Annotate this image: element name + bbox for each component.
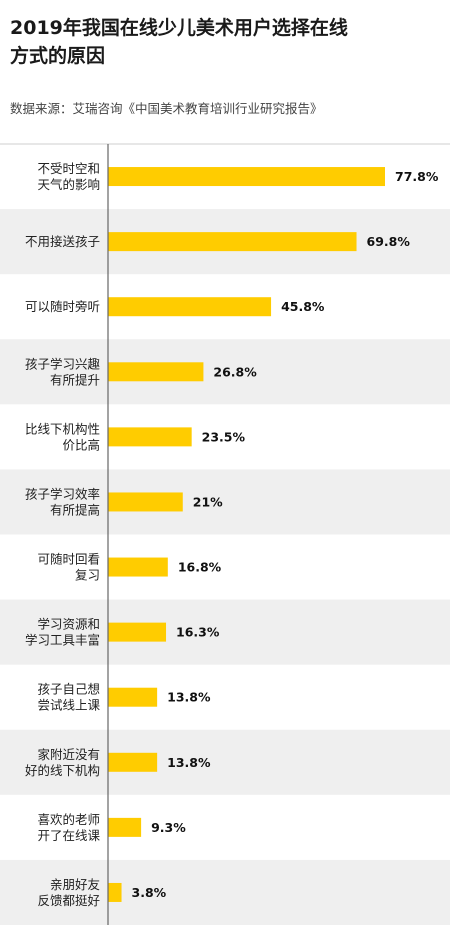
- category-label: 家附近没有好的线下机构: [25, 747, 100, 778]
- value-label: 23.5%: [202, 429, 246, 444]
- category-label: 比线下机构性价比高: [25, 421, 100, 452]
- category-label-line: 家附近没有: [37, 747, 100, 762]
- category-label-line: 复习: [75, 568, 100, 583]
- category-label-line: 学习工具丰富: [25, 633, 100, 648]
- category-label-line: 不受时空和: [37, 161, 100, 176]
- chart-title: 2019年我国在线少儿美术用户选择在线 方式的原因: [10, 14, 430, 70]
- category-label-line: 价比高: [62, 437, 100, 452]
- value-label: 16.8%: [178, 560, 222, 575]
- bar: [108, 687, 158, 707]
- row-stripe: [0, 599, 450, 665]
- category-label-line: 有所提升: [50, 372, 100, 387]
- bar: [108, 167, 385, 187]
- title-line-1: 2019年我国在线少儿美术用户选择在线: [10, 17, 348, 39]
- value-label: 13.8%: [167, 755, 211, 770]
- row-stripe: [0, 469, 450, 535]
- bar: [108, 557, 168, 577]
- category-label-line: 孩子学习效率: [25, 486, 100, 501]
- bar: [108, 362, 204, 382]
- category-label-line: 开了在线课: [37, 828, 100, 843]
- value-label: 77.8%: [395, 169, 439, 184]
- value-label: 69.8%: [367, 234, 411, 249]
- category-label-line: 可以随时旁听: [25, 299, 100, 314]
- value-label: 13.8%: [167, 690, 211, 705]
- category-label-line: 孩子自己想: [37, 682, 100, 697]
- bar: [108, 492, 183, 512]
- row-stripe: [0, 729, 450, 795]
- category-label: 喜欢的老师开了在线课: [37, 812, 100, 843]
- category-label-line: 好的线下机构: [25, 763, 100, 778]
- category-label: 孩子自己想尝试线上课: [37, 682, 100, 713]
- category-label-line: 有所提高: [50, 502, 100, 517]
- category-label-line: 孩子学习兴趣: [25, 356, 101, 371]
- bar: [108, 752, 158, 772]
- chart-source: 数据来源：艾瑞咨询《中国美术教育培训行业研究报告》: [10, 101, 323, 116]
- value-label: 9.3%: [151, 820, 186, 835]
- category-label-line: 可随时回看: [37, 552, 100, 567]
- row-stripe: [0, 339, 450, 405]
- value-label: 26.8%: [213, 364, 257, 379]
- category-label: 孩子学习效率有所提高: [25, 486, 100, 517]
- category-label: 学习资源和学习工具丰富: [25, 617, 100, 648]
- category-label: 不受时空和天气的影响: [37, 161, 100, 192]
- bar: [108, 427, 192, 447]
- value-label: 45.8%: [281, 299, 325, 314]
- value-label: 21%: [193, 494, 223, 509]
- bar: [108, 882, 122, 902]
- bar: [108, 297, 272, 317]
- category-label-line: 不用接送孩子: [25, 234, 100, 249]
- row-stripe: [0, 859, 450, 925]
- bar: [108, 622, 167, 642]
- category-label-line: 亲朋好友: [50, 877, 100, 892]
- category-label-line: 喜欢的老师: [37, 812, 100, 827]
- category-label-line: 学习资源和: [37, 617, 100, 632]
- bar: [108, 232, 357, 252]
- category-label: 可随时回看复习: [37, 552, 100, 583]
- value-label: 16.3%: [176, 625, 220, 640]
- value-label: 3.8%: [132, 885, 167, 900]
- category-label: 孩子学习兴趣有所提升: [25, 356, 101, 387]
- category-label: 不用接送孩子: [25, 234, 100, 249]
- category-label: 亲朋好友反馈都挺好: [37, 877, 100, 908]
- category-label: 可以随时旁听: [25, 299, 100, 314]
- category-label-line: 天气的影响: [37, 177, 100, 192]
- category-label-line: 比线下机构性: [25, 421, 100, 436]
- category-label-line: 尝试线上课: [37, 698, 100, 713]
- category-label-line: 反馈都挺好: [37, 893, 100, 908]
- bar: [108, 817, 142, 837]
- title-line-2: 方式的原因: [10, 45, 106, 67]
